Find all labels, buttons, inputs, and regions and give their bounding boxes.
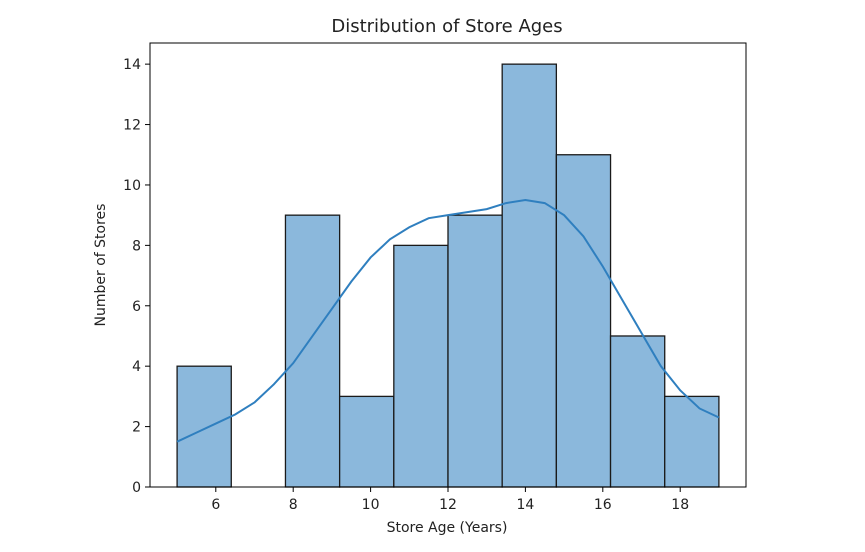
- histogram-bar: [555, 154, 612, 488]
- histogram-bar: [664, 395, 720, 488]
- x-tick-label: 10: [362, 497, 380, 513]
- x-tick-label: 8: [289, 497, 298, 513]
- histogram-bar: [609, 335, 666, 488]
- histogram-bar: [284, 214, 341, 488]
- kde-curve: [176, 199, 720, 443]
- histogram-bar: [393, 244, 449, 488]
- y-tick-label: 2: [132, 420, 141, 436]
- y-axis-ticks: 0 2 4 6 8 10 12 14: [123, 57, 150, 496]
- x-axis-ticks: 6 8 10 12 14 16 18: [211, 487, 689, 513]
- y-tick-label: 0: [132, 480, 141, 496]
- x-tick-label: 14: [516, 497, 534, 513]
- histogram-bar: [176, 365, 232, 488]
- x-tick-label: 18: [671, 497, 689, 513]
- y-tick-label: 6: [132, 299, 141, 315]
- x-tick-label: 6: [211, 497, 220, 513]
- chart-title: Distribution of Store Ages: [331, 16, 562, 37]
- x-axis-label: Store Age (Years): [387, 520, 508, 536]
- histogram-bar: [501, 63, 558, 488]
- histogram-bar: [338, 395, 395, 488]
- x-tick-label: 16: [594, 497, 612, 513]
- y-tick-label: 14: [123, 57, 141, 73]
- y-tick-label: 12: [123, 118, 141, 134]
- bars-group: [176, 63, 720, 488]
- y-tick-label: 8: [132, 238, 141, 254]
- histogram-bar: [447, 214, 503, 488]
- y-axis-label: Number of Stores: [93, 204, 109, 327]
- x-tick-label: 12: [439, 497, 457, 513]
- y-tick-label: 10: [123, 178, 141, 194]
- y-tick-label: 4: [132, 359, 141, 375]
